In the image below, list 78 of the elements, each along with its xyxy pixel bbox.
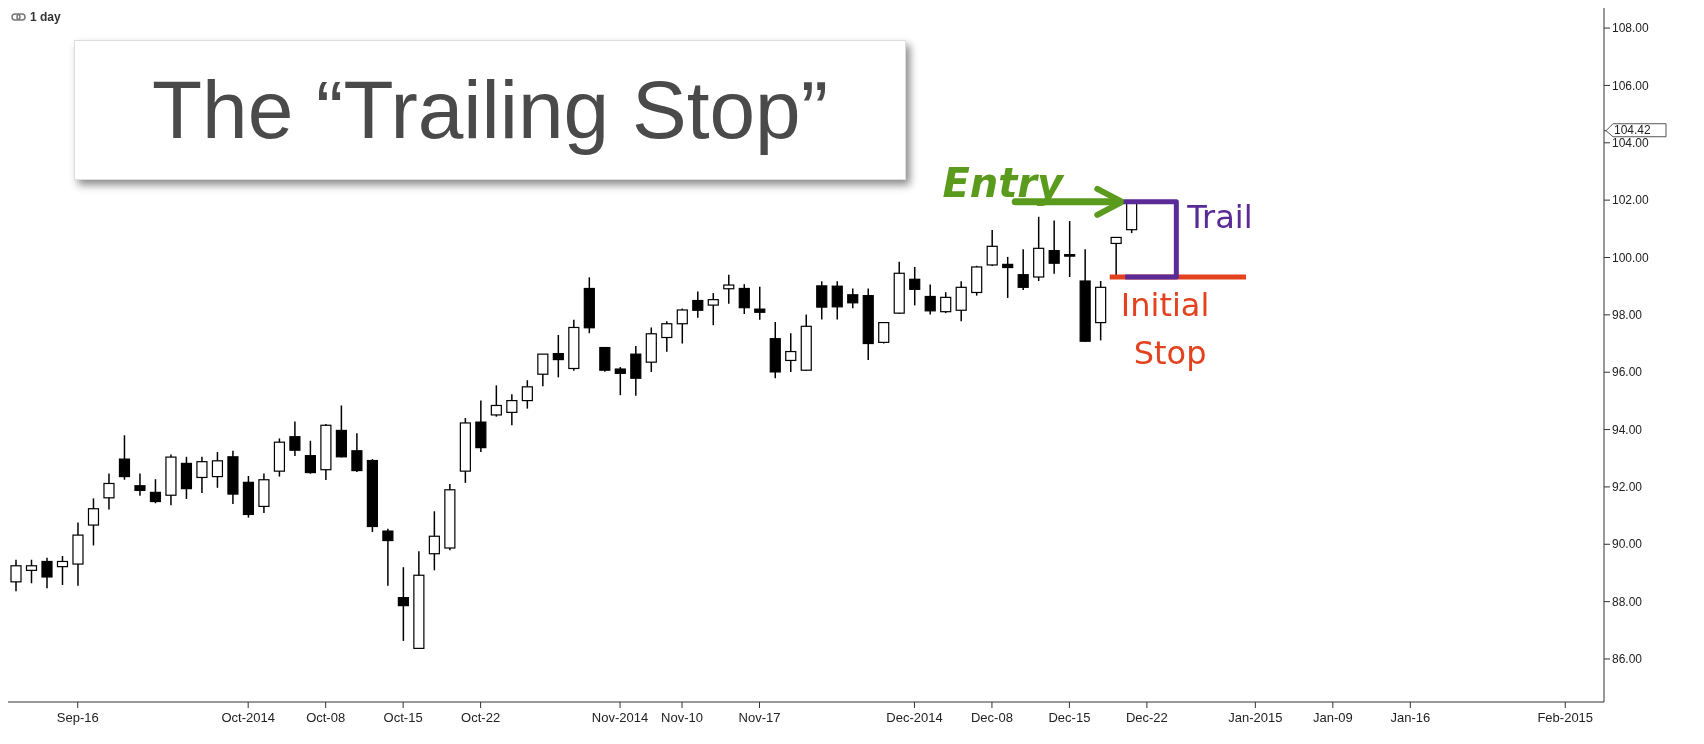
x-tick-label: Oct-08	[306, 710, 346, 725]
candlestick	[816, 280, 828, 321]
candlestick	[1002, 256, 1014, 299]
candlestick	[397, 566, 409, 642]
candlestick	[955, 280, 967, 322]
x-tick-label: Dec-22	[1125, 710, 1168, 725]
y-tick-label: 92.00	[1612, 480, 1643, 495]
y-tick-label: 94.00	[1612, 422, 1643, 437]
y-tick-label: 104.00	[1612, 135, 1650, 150]
y-tick-label: 98.00	[1612, 308, 1643, 323]
candlestick	[738, 283, 750, 315]
x-tick-label: Jan-09	[1312, 710, 1353, 725]
candlestick	[25, 559, 38, 585]
candlestick	[1017, 248, 1029, 291]
candlestick	[692, 290, 704, 319]
candlestick	[599, 346, 611, 373]
candlestick	[289, 420, 301, 457]
y-tick-label: 100.00	[1612, 250, 1650, 265]
x-tick-label: Dec-08	[970, 710, 1013, 725]
candlestick	[785, 332, 797, 373]
x-tick-label: Jan-16	[1390, 710, 1431, 725]
candlestick	[847, 287, 859, 310]
y-tick-label: 106.00	[1612, 78, 1650, 93]
y-tick-label: 88.00	[1612, 594, 1643, 609]
x-tick-label: Feb-2015	[1537, 710, 1594, 725]
candlestick	[986, 229, 998, 267]
y-tick-label: 96.00	[1612, 365, 1643, 380]
candlestick	[661, 320, 673, 353]
x-tick-label: Nov-10	[661, 710, 703, 725]
x-tick-label: Sep-16	[56, 710, 99, 725]
candlestick	[940, 291, 952, 314]
ref-line-label: Initial Stop	[1120, 286, 1220, 372]
candlestick	[211, 451, 224, 489]
y-tick-label: 104.42	[1614, 122, 1652, 137]
candlestick	[351, 432, 363, 473]
candlestick	[196, 456, 208, 494]
candlestick	[1064, 220, 1076, 278]
candlestick	[552, 334, 564, 379]
candlestick	[1048, 219, 1060, 275]
candlestick	[754, 286, 766, 321]
x-tick-label: Dec-2014	[886, 710, 943, 725]
candlestick	[103, 472, 115, 511]
x-tick-label: Nov-17	[738, 710, 781, 725]
candlestick	[304, 440, 317, 475]
candlestick	[56, 555, 69, 586]
candlestick	[149, 478, 162, 505]
candlestick	[537, 353, 549, 388]
x-tick-label: Oct-22	[461, 710, 501, 725]
x-tick-label: Oct-2014	[221, 710, 275, 725]
annotation: Trail	[1186, 198, 1253, 237]
y-tick-label: 108.00	[1612, 21, 1650, 36]
candlestick	[506, 393, 518, 427]
text: The “Trailing Stop”	[152, 63, 828, 157]
candlestick	[382, 528, 394, 587]
candlestick	[707, 292, 719, 326]
candlestick	[924, 283, 936, 316]
candlestick	[676, 307, 688, 345]
candlestick	[614, 366, 626, 396]
annotation: Entry	[942, 160, 1066, 207]
candlestick	[134, 472, 146, 497]
x-tick-label: Dec-15	[1048, 710, 1091, 725]
candlestick	[490, 384, 502, 418]
x-tick-label: Oct-15	[383, 710, 423, 725]
x-tick-label: Nov-2014	[591, 710, 649, 725]
y-tick-label: 90.00	[1612, 537, 1643, 552]
candlestick	[878, 321, 890, 345]
y-tick-label: 102.00	[1612, 193, 1650, 208]
chart-subtitle: 1 day	[30, 10, 62, 24]
candlestick	[723, 273, 735, 305]
candlestick	[521, 379, 533, 410]
candlestick	[428, 510, 440, 572]
candlestick	[87, 497, 100, 547]
candlestick	[41, 557, 53, 589]
candlestick	[831, 280, 843, 321]
y-tick-label: 86.00	[1612, 652, 1643, 667]
candlestick	[909, 266, 921, 307]
x-tick-label: Jan-2015	[1228, 710, 1283, 725]
candlestick	[118, 434, 131, 481]
